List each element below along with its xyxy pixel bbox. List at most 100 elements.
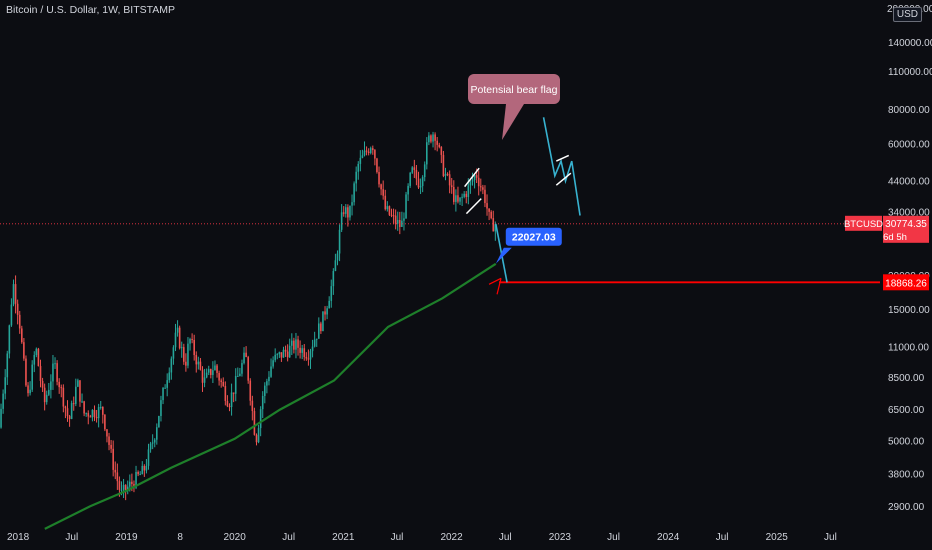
- candle-body: [137, 471, 139, 475]
- candle-body: [409, 172, 411, 186]
- y-tick-label: 44000.00: [888, 177, 930, 188]
- candle-body: [257, 428, 260, 443]
- candle-body: [193, 339, 195, 356]
- candle-body: [351, 202, 353, 206]
- candle-body: [299, 347, 301, 353]
- symbol-label: BTCUSD: [844, 219, 883, 230]
- candle-body: [428, 135, 430, 143]
- candle-body: [280, 352, 283, 358]
- candle-body: [214, 365, 216, 371]
- candle-body: [369, 148, 372, 153]
- candle-body: [479, 186, 482, 188]
- candle-body: [10, 304, 13, 326]
- candle-body: [278, 352, 281, 355]
- candle-body: [419, 186, 422, 188]
- candle-body: [353, 183, 355, 203]
- candle-body: [440, 146, 443, 155]
- x-tick-label: 2018: [7, 532, 30, 543]
- candle-body: [465, 193, 468, 198]
- candle-body: [376, 158, 378, 173]
- candle-body: [104, 414, 106, 430]
- candle-body: [222, 381, 225, 386]
- candle-body: [72, 403, 75, 405]
- candle-body: [490, 211, 492, 219]
- candle-body: [270, 366, 272, 377]
- currency-badge[interactable]: USD: [892, 7, 922, 22]
- candle-body: [77, 380, 79, 387]
- candle-body: [259, 409, 262, 429]
- candle-body: [322, 311, 324, 332]
- candle-body: [444, 173, 447, 177]
- candle-body: [120, 489, 123, 491]
- x-tick-label: Jul: [824, 532, 837, 543]
- candle-body: [313, 339, 316, 347]
- candle-body: [320, 323, 322, 332]
- candle-body: [388, 206, 391, 215]
- candle-body: [411, 167, 414, 173]
- candle-body: [50, 381, 52, 390]
- candle-body: [276, 354, 279, 356]
- candle-body: [340, 212, 343, 230]
- candle-body: [114, 469, 117, 473]
- candle-body: [75, 386, 77, 404]
- candle-body: [60, 387, 63, 389]
- flag-channel-line: [465, 198, 482, 215]
- candle-body: [189, 338, 191, 344]
- x-tick-label: Jul: [391, 532, 404, 543]
- candle-body: [178, 327, 181, 349]
- candle-body: [237, 375, 239, 377]
- candle-body: [16, 303, 19, 315]
- candle-body: [0, 408, 2, 428]
- candle-body: [403, 218, 405, 221]
- x-tick-label: Jul: [282, 532, 295, 543]
- candle-body: [272, 360, 274, 367]
- candle-body: [334, 260, 337, 272]
- candle-body: [112, 448, 114, 470]
- candle-body: [52, 363, 54, 382]
- x-tick-label: 8: [177, 532, 183, 543]
- candle-body: [85, 413, 87, 415]
- ma-label-value: 22027.03: [512, 231, 556, 243]
- candle-body: [413, 167, 416, 171]
- candle-body: [118, 481, 121, 490]
- candle-body: [363, 150, 366, 156]
- candle-body: [423, 164, 426, 178]
- candle-body: [357, 163, 360, 172]
- candle-body: [210, 369, 212, 375]
- candle-body: [48, 389, 50, 395]
- candle-body: [93, 409, 96, 418]
- candle-body: [153, 439, 156, 443]
- candle-body: [245, 352, 247, 358]
- candle-body: [463, 193, 465, 197]
- candle-body: [14, 284, 17, 304]
- candle-body: [380, 184, 382, 190]
- candle-body: [243, 352, 245, 364]
- candle-body: [326, 308, 328, 315]
- support-arrow: [488, 277, 502, 285]
- candle-body: [438, 144, 441, 147]
- candle-body: [307, 358, 310, 360]
- candle-body: [361, 155, 364, 158]
- candle-body: [212, 370, 214, 375]
- y-tick-label: 5000.00: [888, 437, 925, 448]
- candle-body: [255, 434, 258, 443]
- candle-body: [303, 348, 306, 358]
- candle-body: [452, 187, 455, 202]
- candle-body: [232, 392, 235, 394]
- candle-body: [126, 486, 129, 491]
- candle-countdown: 6d 5h: [883, 232, 907, 243]
- current-price-value: 30774.35: [885, 219, 927, 230]
- candle-body: [347, 207, 349, 218]
- candle-body: [432, 134, 434, 142]
- candle-body: [2, 393, 4, 409]
- chart-title: Bitcoin / U.S. Dollar, 1W, BITSTAMP: [6, 4, 176, 16]
- projection-line: [542, 117, 581, 216]
- candle-body: [315, 338, 318, 340]
- candle-body: [417, 178, 420, 188]
- candle-body: [195, 355, 198, 365]
- candle-body: [261, 395, 264, 410]
- candle-body: [91, 409, 94, 418]
- candle-body: [338, 229, 341, 254]
- candle-body: [33, 355, 36, 365]
